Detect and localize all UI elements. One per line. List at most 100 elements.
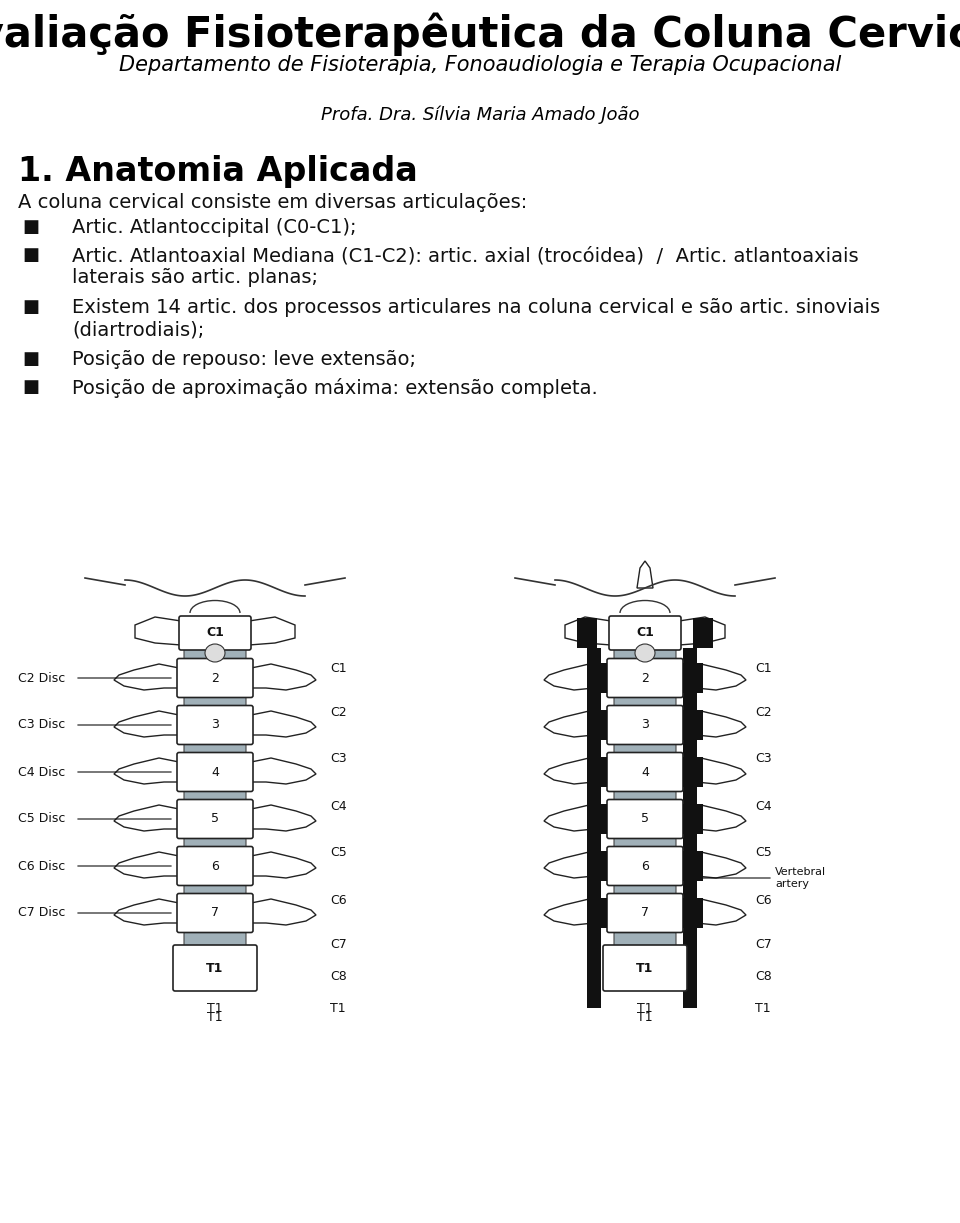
Bar [587, 898, 607, 928]
Polygon shape [681, 852, 746, 878]
Text: ■: ■ [22, 218, 39, 236]
FancyBboxPatch shape [177, 752, 253, 791]
Text: Artic. Atlantoccipital (C0-C1);: Artic. Atlantoccipital (C0-C1); [72, 218, 356, 237]
Polygon shape [681, 758, 746, 784]
Polygon shape [544, 758, 609, 784]
Polygon shape [544, 711, 609, 737]
Text: C2: C2 [755, 707, 772, 719]
FancyBboxPatch shape [607, 894, 683, 932]
FancyBboxPatch shape [177, 658, 253, 697]
Polygon shape [544, 852, 609, 878]
Text: ■: ■ [22, 246, 39, 264]
Text: C4: C4 [330, 800, 347, 812]
Text: Existem 14 artic. dos processos articulares na coluna cervical e são artic. sino: Existem 14 artic. dos processos articula… [72, 298, 880, 317]
FancyBboxPatch shape [184, 882, 246, 896]
Bar [683, 851, 703, 881]
Polygon shape [544, 899, 609, 925]
Polygon shape [251, 664, 316, 690]
Text: C7 Disc: C7 Disc [18, 906, 65, 920]
FancyBboxPatch shape [614, 882, 676, 896]
FancyBboxPatch shape [177, 846, 253, 885]
Text: C6: C6 [330, 894, 347, 906]
Polygon shape [679, 616, 725, 645]
FancyBboxPatch shape [184, 647, 246, 663]
Bar [587, 757, 607, 786]
FancyBboxPatch shape [607, 800, 683, 839]
Ellipse shape [635, 645, 655, 662]
FancyBboxPatch shape [614, 647, 676, 663]
FancyBboxPatch shape [607, 846, 683, 885]
Text: C1: C1 [755, 662, 772, 675]
Text: T1: T1 [207, 1011, 223, 1024]
Polygon shape [135, 616, 181, 645]
Bar [683, 757, 703, 786]
Text: Departamento de Fisioterapia, Fonoaudiologia e Terapia Ocupacional: Departamento de Fisioterapia, Fonoaudiol… [119, 55, 841, 75]
Text: Avaliação Fisioterapêutica da Coluna Cervical: Avaliação Fisioterapêutica da Coluna Cer… [0, 13, 960, 56]
Text: T1: T1 [207, 1002, 223, 1015]
FancyBboxPatch shape [177, 800, 253, 839]
Polygon shape [251, 805, 316, 830]
Text: C8: C8 [330, 970, 347, 982]
Polygon shape [681, 805, 746, 830]
Text: C3: C3 [330, 752, 347, 766]
Text: C1: C1 [206, 626, 224, 640]
Polygon shape [114, 758, 179, 784]
Text: T1: T1 [330, 1002, 346, 1015]
Text: Profa. Dra. Sílvia Maria Amado João: Profa. Dra. Sílvia Maria Amado João [321, 105, 639, 124]
Bar [587, 663, 607, 693]
Text: Posição de repouso: leve extensão;: Posição de repouso: leve extensão; [72, 350, 416, 369]
Polygon shape [544, 805, 609, 830]
FancyBboxPatch shape [614, 693, 676, 708]
FancyBboxPatch shape [614, 740, 676, 756]
Polygon shape [114, 664, 179, 690]
FancyBboxPatch shape [614, 834, 676, 850]
Ellipse shape [205, 645, 225, 662]
Polygon shape [114, 711, 179, 737]
FancyBboxPatch shape [177, 894, 253, 932]
Bar [683, 711, 703, 740]
Polygon shape [114, 899, 179, 925]
Bar [683, 663, 703, 693]
Text: ■: ■ [22, 350, 39, 368]
Text: T1: T1 [637, 1011, 653, 1024]
Text: C4: C4 [755, 800, 772, 812]
Polygon shape [251, 711, 316, 737]
Bar [683, 898, 703, 928]
Text: 7: 7 [641, 906, 649, 920]
FancyBboxPatch shape [184, 932, 246, 948]
Text: C1: C1 [330, 662, 347, 675]
Text: T1: T1 [206, 961, 224, 975]
Text: 7: 7 [211, 906, 219, 920]
Text: C2 Disc: C2 Disc [18, 671, 65, 685]
FancyBboxPatch shape [184, 693, 246, 708]
Polygon shape [544, 664, 609, 690]
FancyBboxPatch shape [603, 945, 687, 991]
Text: C2: C2 [330, 707, 347, 719]
Bar [587, 648, 601, 1008]
Text: C3 Disc: C3 Disc [18, 718, 65, 731]
Text: C6: C6 [755, 894, 772, 906]
Bar [577, 618, 597, 648]
FancyBboxPatch shape [607, 706, 683, 745]
Text: 4: 4 [211, 766, 219, 779]
FancyBboxPatch shape [173, 945, 257, 991]
Text: T1: T1 [755, 1002, 771, 1015]
Text: Artic. Atlantoaxial Mediana (C1-C2): artic. axial (trocóidea)  /  Artic. atlanto: Artic. Atlantoaxial Mediana (C1-C2): art… [72, 246, 858, 265]
FancyBboxPatch shape [184, 834, 246, 850]
Text: 6: 6 [211, 860, 219, 872]
Text: C5: C5 [330, 846, 347, 860]
Bar [587, 711, 607, 740]
Text: C5: C5 [755, 846, 772, 860]
Text: C7: C7 [755, 938, 772, 951]
Text: C4 Disc: C4 Disc [18, 766, 65, 779]
FancyBboxPatch shape [614, 932, 676, 948]
FancyBboxPatch shape [184, 740, 246, 756]
Text: 1. Anatomia Aplicada: 1. Anatomia Aplicada [18, 155, 418, 188]
Polygon shape [637, 561, 653, 588]
Polygon shape [681, 899, 746, 925]
FancyBboxPatch shape [179, 616, 251, 649]
Text: 3: 3 [641, 718, 649, 731]
FancyBboxPatch shape [184, 788, 246, 802]
FancyBboxPatch shape [607, 658, 683, 697]
Polygon shape [681, 711, 746, 737]
